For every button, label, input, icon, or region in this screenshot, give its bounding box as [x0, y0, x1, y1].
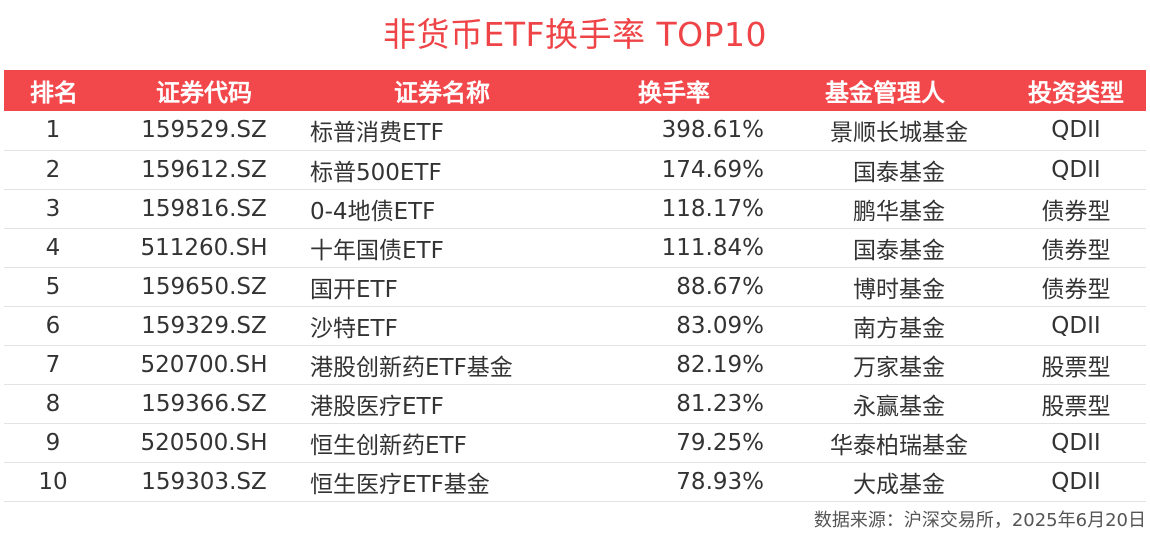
table-row: 7 520700.SH 港股创新药ETF基金 82.19% 万家基金 股票型: [4, 345, 1146, 384]
cell-code: 159612.SZ: [141, 156, 267, 183]
cell-type: QDII: [1051, 468, 1101, 495]
cell-turnover-rate: 111.84%: [661, 234, 764, 261]
cell-type: 股票型: [1041, 354, 1111, 381]
cell-rank: 9: [45, 429, 61, 456]
cell-code: 520500.SH: [140, 429, 268, 456]
table-row: 4 511260.SH 十年国债ETF 111.84% 国泰基金 债券型: [4, 228, 1146, 267]
cell-manager: 鹏华基金: [853, 198, 945, 225]
header-rank: 排名: [30, 79, 78, 107]
cell-name: 国开ETF: [310, 276, 398, 303]
cell-code: 159329.SZ: [141, 312, 267, 339]
table-header: 排名 证券代码 证券名称 换手率 基金管理人 投资类型: [4, 70, 1146, 111]
cell-turnover-rate: 88.67%: [676, 273, 764, 300]
cell-type: QDII: [1051, 312, 1101, 339]
cell-turnover-rate: 118.17%: [661, 195, 764, 222]
cell-type: 债券型: [1041, 237, 1111, 264]
cell-manager: 万家基金: [853, 354, 945, 381]
cell-name: 标普消费ETF: [310, 120, 444, 147]
header-code: 证券代码: [156, 79, 252, 107]
cell-code: 159816.SZ: [141, 195, 267, 222]
header-type: 投资类型: [1028, 79, 1124, 107]
cell-rank: 7: [45, 351, 61, 378]
cell-manager: 永赢基金: [853, 393, 945, 420]
cell-name: 恒生医疗ETF基金: [310, 471, 490, 498]
cell-manager: 博时基金: [853, 276, 945, 303]
cell-manager: 华泰柏瑞基金: [830, 432, 968, 459]
cell-turnover-rate: 82.19%: [676, 351, 764, 378]
cell-code: 159303.SZ: [141, 468, 267, 495]
cell-turnover-rate: 398.61%: [661, 117, 764, 144]
cell-manager: 南方基金: [853, 315, 945, 342]
data-source-note: 数据来源：沪深交易所，2025年6月20日: [813, 510, 1146, 531]
cell-turnover-rate: 83.09%: [676, 312, 764, 339]
cell-rank: 3: [45, 195, 61, 222]
cell-rank: 10: [38, 468, 68, 495]
cell-rank: 8: [45, 390, 61, 417]
table-row: 10 159303.SZ 恒生医疗ETF基金 78.93% 大成基金 QDII: [4, 462, 1146, 501]
cell-code: 159366.SZ: [141, 390, 267, 417]
table-row: 2 159612.SZ 标普500ETF 174.69% 国泰基金 QDII: [4, 150, 1146, 189]
cell-name: 标普500ETF: [310, 159, 442, 186]
cell-turnover-rate: 81.23%: [676, 390, 764, 417]
cell-code: 520700.SH: [140, 351, 268, 378]
table-body: 1 159529.SZ 标普消费ETF 398.61% 景顺长城基金 QDII 2 15961…: [4, 111, 1146, 501]
cell-rank: 5: [45, 273, 61, 300]
cell-type: QDII: [1051, 429, 1101, 456]
cell-name: 沙特ETF: [310, 315, 398, 342]
cell-type: 债券型: [1041, 276, 1111, 303]
turnover-ranking-table: 排名 证券代码 证券名称 换手率 基金管理人 投资类型 1 159529.SZ 标普…: [4, 70, 1146, 502]
table-row: 1 159529.SZ 标普消费ETF 398.61% 景顺长城基金 QDII: [4, 111, 1146, 150]
cell-rank: 1: [45, 117, 61, 144]
cell-type: QDII: [1051, 156, 1101, 183]
header-name: 证券名称: [394, 79, 490, 107]
cell-turnover-rate: 78.93%: [676, 468, 764, 495]
cell-type: QDII: [1051, 117, 1101, 144]
cell-rank: 4: [45, 234, 61, 261]
cell-name: 恒生创新药ETF: [310, 432, 467, 459]
cell-name: 十年国债ETF: [310, 237, 444, 264]
cell-type: 股票型: [1041, 393, 1111, 420]
table-row: 5 159650.SZ 国开ETF 88.67% 博时基金 债券型: [4, 267, 1146, 306]
cell-type: 债券型: [1041, 198, 1111, 225]
cell-name: 港股医疗ETF: [310, 393, 444, 420]
table-header-row: 排名 证券代码 证券名称 换手率 基金管理人 投资类型: [4, 70, 1146, 111]
table-row: 6 159329.SZ 沙特ETF 83.09% 南方基金 QDII: [4, 306, 1146, 345]
table-row: 8 159366.SZ 港股医疗ETF 81.23% 永赢基金 股票型: [4, 384, 1146, 423]
cell-code: 159529.SZ: [141, 117, 267, 144]
header-turnover-rate: 换手率: [638, 79, 710, 107]
header-manager: 基金管理人: [825, 79, 945, 107]
cell-turnover-rate: 174.69%: [661, 156, 764, 183]
page-title: 非货币ETF换手率 TOP10: [382, 15, 767, 54]
cell-name: 港股创新药ETF基金: [310, 354, 513, 381]
cell-manager: 国泰基金: [853, 237, 945, 264]
table-row: 9 520500.SH 恒生创新药ETF 79.25% 华泰柏瑞基金 QDII: [4, 423, 1146, 462]
cell-name: 0-4地债ETF: [310, 198, 436, 225]
cell-turnover-rate: 79.25%: [676, 429, 764, 456]
cell-manager: 国泰基金: [853, 159, 945, 186]
table-row: 3 159816.SZ 0-4地债ETF 118.17% 鹏华基金 债券型: [4, 189, 1146, 228]
cell-code: 159650.SZ: [141, 273, 267, 300]
cell-rank: 6: [45, 312, 61, 339]
cell-manager: 大成基金: [853, 471, 945, 498]
cell-rank: 2: [45, 156, 61, 183]
cell-code: 511260.SH: [140, 234, 268, 261]
cell-manager: 景顺长城基金: [830, 120, 968, 147]
